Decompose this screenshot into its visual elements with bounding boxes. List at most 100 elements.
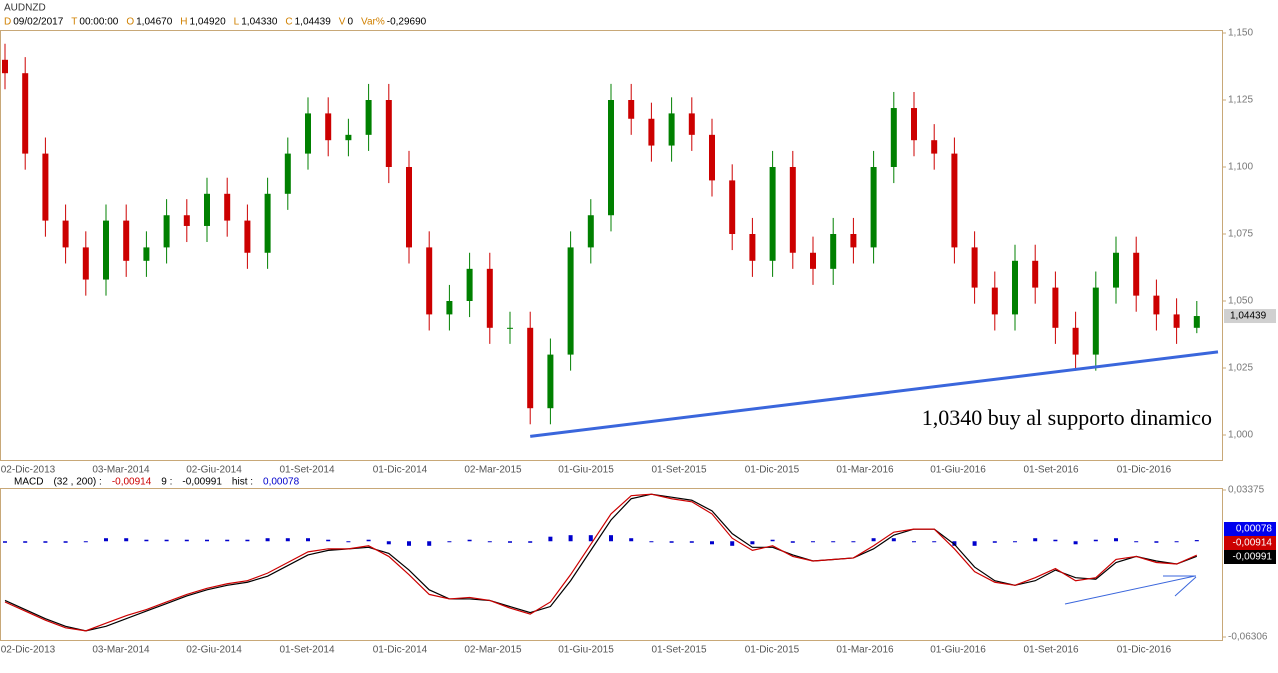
candle-body [345, 134, 352, 141]
hist-bar [346, 541, 351, 543]
candle-body [1113, 252, 1119, 288]
hist-bar [992, 541, 997, 543]
hist-bar [649, 541, 654, 543]
candle-body [183, 215, 190, 226]
candle-body [911, 108, 917, 141]
y-tick-label: 1,125 [1228, 95, 1253, 106]
y-tick-label: 1,150 [1228, 28, 1253, 39]
y-tick-label: 0,03375 [1228, 485, 1265, 496]
x-tick-label: 03-Mar-2014 [92, 645, 150, 656]
y-tick-label: 1,075 [1228, 229, 1253, 240]
hist-bar [588, 535, 593, 542]
candle-body [385, 100, 392, 167]
hist-bar [710, 541, 714, 545]
hist-bar [972, 541, 977, 546]
hist-bar [43, 541, 48, 543]
candle-body [22, 73, 29, 154]
candle-body [264, 193, 271, 253]
field-key: H [180, 17, 187, 28]
candle-body [163, 215, 170, 248]
hist-bar [104, 538, 108, 542]
hist-bar [326, 539, 331, 542]
legend-name: MACD [14, 477, 43, 488]
field-value: 0 [347, 17, 353, 28]
field-key: O [126, 17, 134, 28]
candle-body [1012, 260, 1018, 315]
hist-bar [144, 539, 149, 542]
hist-bar [871, 538, 876, 542]
field-key: T [71, 17, 77, 28]
x-tick-label: 01-Dic-2014 [373, 645, 428, 656]
hist-bar [851, 541, 856, 543]
hist-bar [83, 541, 88, 543]
value-box [1224, 522, 1276, 536]
legend-value: -0,00991 [182, 477, 222, 488]
legend-value: 0,00078 [263, 477, 300, 488]
hist-bar [1033, 538, 1038, 542]
x-tick-label: 01-Set-2016 [1023, 465, 1078, 476]
x-tick-label: 02-Mar-2015 [464, 645, 522, 656]
candle-body [446, 301, 453, 315]
annotation: 1,0340 buy al supporto dinamico [922, 405, 1212, 430]
candle-body [810, 252, 816, 269]
hist-bar [467, 539, 472, 542]
candle-body [668, 113, 675, 146]
value-box-label: -0,00914 [1233, 538, 1273, 549]
legend-name: hist : [232, 477, 253, 488]
macd-line [4, 493, 1198, 632]
x-tick-label: 02-Giu-2014 [186, 465, 242, 476]
candle-body [1092, 287, 1099, 355]
hist-bar [23, 541, 28, 543]
field-value: -0,29690 [387, 17, 427, 28]
candle-body [1173, 314, 1180, 328]
x-tick-label: 01-Dic-2015 [745, 645, 800, 656]
hist-bar [3, 541, 7, 543]
arrow-line [1064, 575, 1196, 605]
hist-bar [386, 541, 391, 545]
hist-bar [669, 541, 674, 543]
hist-bar [366, 539, 371, 542]
arrow-head [1174, 576, 1197, 597]
field-value: 1,04439 [295, 17, 332, 28]
candle-body [830, 234, 837, 269]
candle-body [608, 100, 614, 216]
field-key: D [4, 17, 11, 28]
hist-bar [508, 541, 512, 543]
x-tick-label: 02-Mar-2015 [464, 465, 522, 476]
hist-bar [205, 539, 209, 542]
candle-body [587, 215, 594, 248]
x-tick-label: 02-Dic-2013 [1, 465, 56, 476]
candle-body [729, 180, 736, 234]
y-tick-label: 1,050 [1228, 296, 1253, 307]
hist-bar [1194, 540, 1199, 542]
candle-body [991, 287, 998, 315]
x-tick-label: 01-Mar-2016 [836, 465, 894, 476]
hist-bar [528, 541, 533, 543]
x-tick-label: 01-Giu-2016 [930, 465, 986, 476]
y-tick-label: 1,100 [1228, 162, 1253, 173]
x-tick-label: 01-Set-2015 [651, 645, 706, 656]
candle-body [1072, 327, 1079, 355]
candle-body [769, 167, 776, 261]
candle-body [486, 268, 493, 328]
x-tick-label: 01-Giu-2015 [558, 465, 614, 476]
hist-bar [1093, 539, 1098, 542]
candle-body [224, 193, 231, 221]
candle-body [325, 113, 332, 141]
x-tick-label: 01-Dic-2015 [745, 465, 800, 476]
x-tick-label: 01-Set-2016 [1023, 645, 1078, 656]
hist-bar [932, 541, 937, 543]
x-tick-label: 01-Giu-2015 [558, 645, 614, 656]
x-tick-label: 01-Mar-2016 [836, 645, 894, 656]
field-value: 1,04920 [190, 17, 227, 28]
hist-bar [1134, 541, 1139, 543]
last-price-label: 1,04439 [1230, 311, 1267, 322]
hist-bar [265, 538, 270, 542]
hist-bar [750, 541, 755, 545]
candle-body [951, 153, 958, 248]
candle-body [688, 113, 695, 135]
value-box [1224, 536, 1276, 550]
candle-body [466, 268, 473, 301]
